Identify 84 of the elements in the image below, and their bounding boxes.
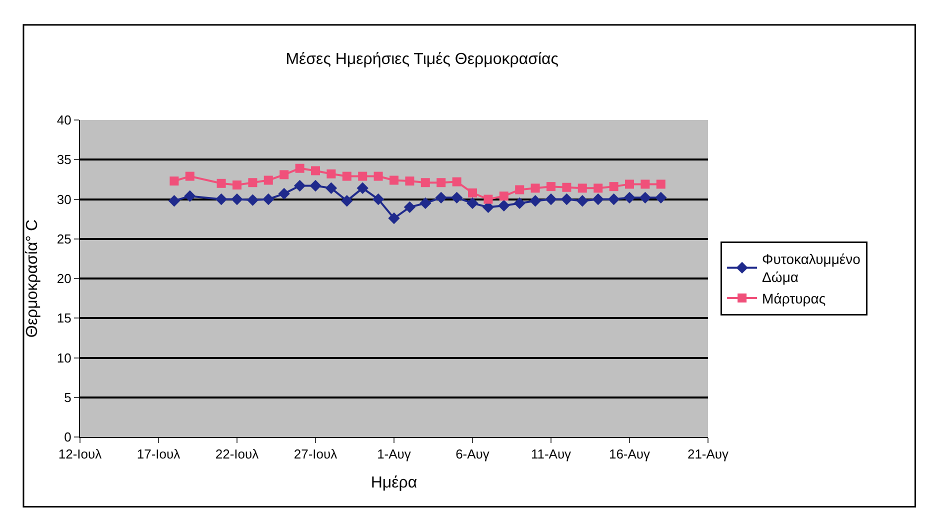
point	[609, 182, 618, 192]
point	[468, 188, 477, 198]
y-axis-title: Θερμοκρασία° C	[24, 219, 41, 338]
x-tick-label: 6-Αυγ	[456, 446, 490, 462]
y-tick-label: 40	[56, 112, 72, 128]
point	[326, 169, 336, 178]
point	[341, 194, 353, 207]
point	[450, 192, 463, 204]
point	[170, 176, 179, 186]
point	[562, 182, 572, 192]
point	[594, 184, 603, 193]
point	[246, 194, 259, 206]
point	[592, 193, 604, 206]
point	[372, 193, 384, 206]
point	[484, 194, 493, 204]
x-tick-label: 21-Αυγ	[687, 446, 730, 462]
x-tick-label: 12-Ιουλ	[58, 446, 102, 462]
point	[278, 188, 290, 200]
point	[420, 197, 432, 210]
point	[624, 192, 636, 204]
point	[420, 178, 430, 188]
point	[374, 172, 383, 181]
point	[515, 185, 524, 194]
point	[608, 193, 620, 206]
point	[215, 193, 228, 206]
point	[248, 178, 258, 188]
point	[545, 193, 557, 206]
point	[264, 176, 273, 185]
point	[310, 180, 322, 192]
point	[294, 180, 306, 192]
point	[578, 184, 587, 193]
legend-label: Μάρτυρας	[762, 290, 826, 306]
point	[356, 182, 368, 194]
point	[405, 176, 414, 186]
y-tick-label: 15	[56, 310, 72, 326]
point	[498, 200, 510, 212]
point	[184, 190, 196, 202]
chart-title: Μέσες Ημερήσιες Τιμές Θερμοκρασίας	[286, 50, 559, 68]
x-tick-label: 11-Αυγ	[530, 446, 572, 462]
point	[390, 176, 398, 185]
x-tick-label: 27-Ιουλ	[294, 446, 338, 462]
point	[656, 180, 666, 189]
x-tick-label: 17-Ιουλ	[136, 446, 181, 462]
x-tick-label: 1-Αυγ	[377, 446, 412, 462]
x-tick-label: 16-Αυγ	[608, 446, 651, 462]
point	[388, 212, 400, 224]
point	[514, 197, 526, 210]
point	[295, 164, 304, 173]
point	[530, 184, 540, 193]
point	[546, 182, 556, 192]
point	[262, 193, 274, 206]
y-tick-label: 0	[64, 430, 72, 445]
point	[232, 180, 242, 190]
point	[311, 166, 320, 176]
point	[452, 177, 462, 186]
x-axis-title: Ημέρα	[370, 474, 418, 492]
point	[499, 192, 508, 201]
y-tick-label: 10	[56, 350, 72, 366]
y-tick-label: 20	[56, 271, 72, 286]
point	[231, 193, 243, 206]
point	[280, 170, 289, 180]
point	[560, 193, 573, 206]
point	[216, 178, 226, 188]
point	[325, 182, 338, 194]
point	[625, 180, 634, 189]
point	[639, 192, 652, 204]
point	[436, 178, 446, 188]
point	[655, 192, 667, 204]
y-tick-label: 25	[56, 231, 72, 246]
point	[185, 172, 194, 181]
y-tick-label: 30	[56, 192, 72, 207]
point	[466, 197, 478, 210]
point	[168, 194, 180, 207]
point	[358, 172, 368, 181]
point	[529, 194, 542, 207]
point	[640, 180, 650, 189]
y-tick-label: 5	[64, 390, 72, 405]
point	[404, 201, 416, 214]
y-tick-label: 35	[56, 152, 72, 168]
x-tick-label: 22-Ιουλ	[215, 446, 260, 462]
legend-label: Φυτοκαλυμμένο Δώμα	[762, 251, 861, 286]
point	[435, 192, 447, 204]
point	[576, 194, 588, 207]
point	[342, 172, 352, 181]
